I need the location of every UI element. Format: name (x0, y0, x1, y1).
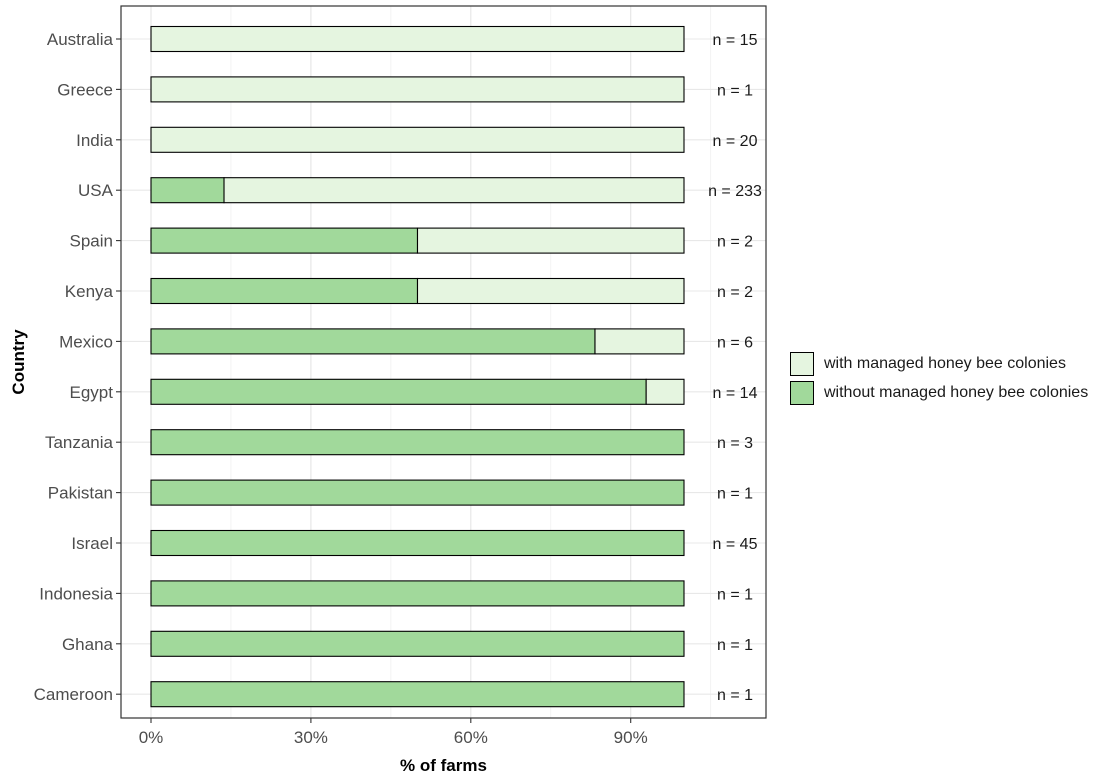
n-label: n = 14 (713, 385, 758, 402)
bar-australia-with (150, 25, 685, 53)
n-label: n = 2 (717, 234, 753, 251)
y-tick-label: Tanzania (45, 433, 114, 452)
bar-indonesia-without (150, 580, 685, 607)
bar-tanzania-without (150, 429, 685, 456)
bar-israel-without (150, 529, 685, 557)
plot-panel-border (120, 5, 767, 719)
bar-usa-without (150, 177, 225, 204)
bar-pakistan-without (150, 479, 685, 506)
x-axis: 0% 30% 60% 90% (139, 718, 648, 747)
x-tick-label: 0% (139, 728, 164, 747)
n-label: n = 15 (713, 32, 758, 49)
y-tick-label: Indonesia (39, 584, 113, 603)
bar-spain-without (150, 227, 419, 254)
legend-label-without: without managed honey bee colonies (824, 383, 1089, 401)
grid (121, 6, 766, 718)
n-label: n = 45 (713, 536, 758, 553)
bar-india-with (150, 126, 685, 153)
y-tick-label: Ghana (62, 635, 114, 654)
y-axis: Australia Greece India USA Spain Kenya Mexico E… (34, 30, 121, 704)
n-label: n = 233 (708, 183, 762, 200)
bar-egypt-with (645, 378, 685, 405)
legend-item-with: with managed honey bee colonies (790, 349, 1088, 378)
bars (150, 25, 685, 708)
n-label: n = 2 (717, 284, 753, 301)
x-axis-title: % of farms (400, 756, 487, 775)
bar-kenya-without (150, 277, 419, 305)
bar-ghana-without (150, 630, 685, 657)
bar-kenya-with (416, 277, 685, 305)
y-tick-label: Australia (47, 30, 114, 49)
x-tick-label: 90% (614, 728, 648, 747)
y-tick-label: Cameroon (34, 685, 113, 704)
legend-item-without: without managed honey bee colonies (790, 378, 1088, 407)
bar-usa-with (223, 177, 685, 204)
legend: with managed honey bee colonies without … (790, 349, 1088, 407)
x-tick-label: 30% (294, 728, 328, 747)
n-label: n = 3 (717, 435, 753, 452)
y-tick-label: Greece (57, 80, 113, 99)
n-label: n = 6 (717, 334, 753, 351)
y-tick-label: Egypt (70, 383, 114, 402)
y-tick-label: Kenya (65, 282, 114, 301)
legend-label-with: with managed honey bee colonies (824, 354, 1066, 372)
y-tick-label: Mexico (59, 332, 113, 351)
bar-mexico-with (594, 328, 685, 355)
legend-swatch-with (790, 351, 814, 376)
x-tick-label: 60% (454, 728, 488, 747)
y-tick-label: Spain (70, 232, 113, 251)
bar-mexico-without (150, 328, 596, 355)
n-label: n = 1 (717, 82, 753, 99)
sample-size-labels: n = 15 n = 1 n = 20 n = 233 n = 2 n = 2 n = 6 n… (708, 32, 762, 704)
y-axis-title: Country (9, 329, 28, 395)
legend-swatch-without (790, 380, 814, 405)
n-label: n = 1 (717, 687, 753, 704)
bar-spain-with (416, 227, 685, 254)
y-tick-label: USA (78, 181, 114, 200)
n-label: n = 1 (717, 637, 753, 654)
y-tick-label: Israel (71, 534, 113, 553)
bar-greece-with (150, 76, 685, 103)
n-label: n = 1 (717, 586, 753, 603)
n-label: n = 1 (717, 486, 753, 503)
y-tick-label: Pakistan (48, 484, 113, 503)
bar-egypt-without (150, 378, 647, 405)
n-label: n = 20 (713, 133, 758, 150)
y-tick-label: India (76, 131, 113, 150)
bar-cameroon-without (150, 681, 685, 708)
